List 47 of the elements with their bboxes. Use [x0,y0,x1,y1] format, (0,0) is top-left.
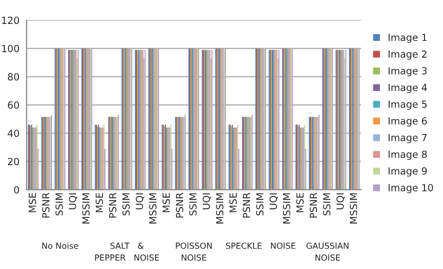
x-tick-label: MSSIM [350,193,358,224]
x-tick-label: UQI [136,193,144,210]
legend-label: Image 10 [388,184,433,194]
legend-label: Image 3 [388,67,427,76]
x-tick-label: SSIM [55,193,63,216]
legend-label: Image 6 [388,117,427,126]
y-tick-label: 0 [14,186,19,194]
x-tick-label: UQI [270,193,278,210]
x-tick-label: SSIM [323,193,330,216]
legend-label: Image 2 [388,50,426,60]
y-tick-label: 60 [8,101,19,109]
text: POISSON NOISE [176,242,212,261]
x-tick-label: MSE [162,193,170,212]
legend-label: Image 4 [388,84,427,94]
x-tick-label: MSE [28,193,36,212]
legend-label: Image 5 [388,100,427,110]
x-tick-label: SSIM [189,193,197,216]
x-tick-label: PSNR [310,192,318,218]
y-tick-label: 120 [2,16,19,24]
text: SALT & PEPPER NOISE [95,242,159,261]
text: SPECKLE NOISE [226,242,296,249]
x-tick-label: MSE [229,193,237,212]
x-tick-label: SSIM [122,193,130,216]
legend-label: Image 7 [388,134,427,144]
x-tick-label: UQI [68,193,78,210]
x-tick-label: UQI [202,193,212,210]
x-tick-label: MSE [296,193,304,212]
legend-label: Image 9 [388,167,427,177]
y-tick-label: 40 [8,130,19,137]
x-tick-label: MSSIM [82,193,90,224]
x-tick-label: PSNR [176,192,184,218]
x-tick-label: UQI [336,193,345,210]
x-tick-label: PSNR [242,192,250,218]
y-tick-label: 80 [8,73,19,80]
legend-label: Image 1 [388,34,427,43]
x-tick-label: SSIM [256,193,264,216]
x-tick-label: PSNR [42,192,50,218]
y-tick-label: 100 [2,44,19,52]
y-tick-label: 20 [8,158,19,166]
legend-label: Image 8 [388,150,427,160]
text: GAUSSIAN NOISE [306,242,348,261]
x-tick-label: MSSIM [216,193,224,224]
x-tick-label: MSSIM [282,193,290,224]
text: No Noise [42,242,78,249]
x-tick-label: PSNR [109,192,116,218]
x-tick-label: MSSIM [149,193,156,224]
x-tick-label: MSE [96,193,103,212]
